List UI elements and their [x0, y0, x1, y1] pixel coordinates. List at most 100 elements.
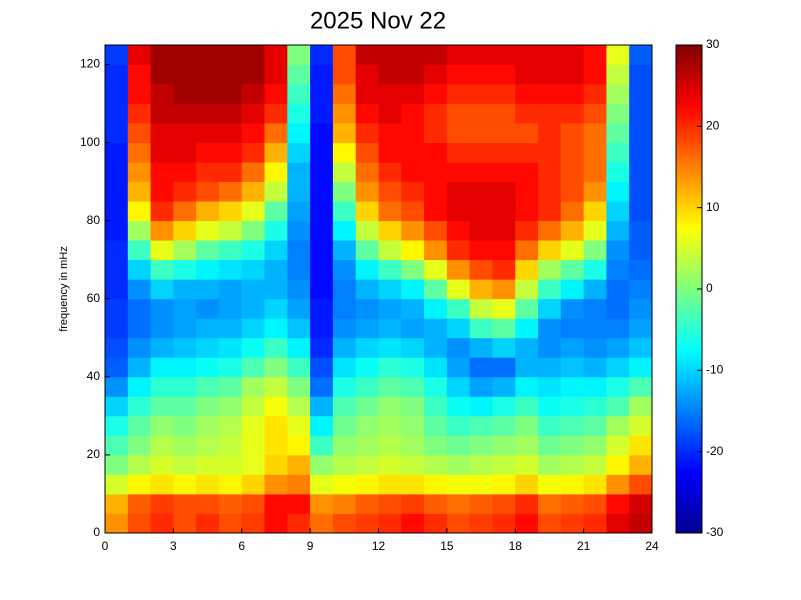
heatmap-cell [378, 279, 402, 300]
heatmap-cell [287, 376, 311, 397]
heatmap-cell [378, 123, 402, 143]
heatmap-cell [355, 45, 379, 65]
heatmap-cell [127, 513, 151, 534]
heatmap-cell [355, 103, 379, 124]
colorbar-tick-label: -20 [706, 444, 724, 458]
x-tick-label: 3 [170, 539, 177, 553]
heatmap-cell [332, 201, 357, 222]
heatmap-cell [469, 162, 493, 183]
heatmap-cell [492, 474, 516, 495]
heatmap-cell [150, 64, 174, 85]
y-tick-label: 60 [87, 291, 101, 305]
heatmap-cell [492, 318, 516, 339]
heatmap-cell [127, 337, 151, 358]
heatmap-cell [150, 454, 174, 475]
heatmap-cell [310, 84, 334, 104]
heatmap-cell [401, 513, 425, 534]
heatmap-cell [629, 357, 653, 378]
heatmap-cell [469, 337, 493, 358]
heatmap-cell [264, 220, 288, 241]
heatmap-cell [264, 513, 288, 534]
heatmap-cell [560, 162, 585, 183]
heatmap-cell [173, 220, 197, 241]
heatmap [105, 45, 653, 534]
heatmap-cell [629, 142, 653, 163]
heatmap-cell [606, 201, 630, 222]
heatmap-cell [469, 435, 493, 456]
heatmap-cell [446, 142, 471, 163]
heatmap-cell [241, 337, 265, 358]
heatmap-cell [560, 298, 585, 319]
heatmap-cell [105, 357, 129, 378]
heatmap-cell [629, 162, 653, 183]
heatmap-cell [218, 162, 243, 183]
heatmap-cell [332, 298, 357, 319]
colorbar-tick-label: 20 [706, 119, 720, 133]
colorbar-tick-label: 0 [706, 281, 713, 295]
heatmap-cell [560, 181, 585, 202]
heatmap-cell [492, 103, 516, 124]
heatmap-cell [629, 220, 653, 241]
heatmap-cell [127, 396, 151, 417]
heatmap-cell [401, 435, 425, 456]
heatmap-cell [127, 142, 151, 163]
heatmap-cell [264, 259, 288, 280]
heatmap-cell [287, 298, 311, 319]
heatmap-cell [515, 337, 539, 358]
heatmap-cell [446, 357, 471, 378]
heatmap-cell [127, 435, 151, 456]
heatmap-cell [310, 181, 334, 202]
heatmap-cell [378, 435, 402, 456]
heatmap-cell [401, 123, 425, 143]
heatmap-cell [264, 123, 288, 143]
heatmap-cell [560, 454, 585, 475]
heatmap-cell [538, 396, 562, 417]
heatmap-cell [515, 84, 539, 104]
heatmap-cell [560, 201, 585, 222]
heatmap-cell [606, 474, 630, 495]
heatmap-cell [401, 318, 425, 339]
heatmap-cell [401, 162, 425, 183]
heatmap-cell [629, 376, 653, 397]
heatmap-cell [469, 279, 493, 300]
heatmap-cell [241, 513, 265, 534]
heatmap-cell [150, 45, 174, 65]
heatmap-cell [150, 415, 174, 436]
heatmap-cell [583, 259, 607, 280]
heatmap-cell [264, 279, 288, 300]
heatmap-cell [127, 103, 151, 124]
heatmap-cell [196, 298, 220, 319]
heatmap-cell [629, 64, 653, 85]
heatmap-cell [401, 84, 425, 104]
heatmap-cell [424, 298, 448, 319]
heatmap-cell [446, 240, 471, 261]
heatmap-cell [218, 415, 243, 436]
heatmap-cell [492, 454, 516, 475]
heatmap-cell [196, 142, 220, 163]
heatmap-cell [401, 201, 425, 222]
heatmap-cell [606, 493, 630, 514]
heatmap-cell [469, 357, 493, 378]
heatmap-cell [264, 376, 288, 397]
heatmap-cell [629, 454, 653, 475]
heatmap-cell [287, 162, 311, 183]
heatmap-cell [355, 64, 379, 85]
heatmap-cell [538, 103, 562, 124]
heatmap-cell [492, 376, 516, 397]
heatmap-cell [218, 337, 243, 358]
heatmap-cell [173, 474, 197, 495]
heatmap-cell [469, 396, 493, 417]
heatmap-cell [492, 64, 516, 85]
heatmap-cell [629, 474, 653, 495]
heatmap-cell [424, 103, 448, 124]
heatmap-cell [150, 142, 174, 163]
heatmap-cell [127, 454, 151, 475]
heatmap-cell [287, 220, 311, 241]
heatmap-cell [150, 279, 174, 300]
heatmap-cell [355, 513, 379, 534]
heatmap-cell [105, 162, 129, 183]
heatmap-cell [310, 142, 334, 163]
heatmap-cell [606, 220, 630, 241]
heatmap-cell [264, 103, 288, 124]
heatmap-cell [332, 454, 357, 475]
